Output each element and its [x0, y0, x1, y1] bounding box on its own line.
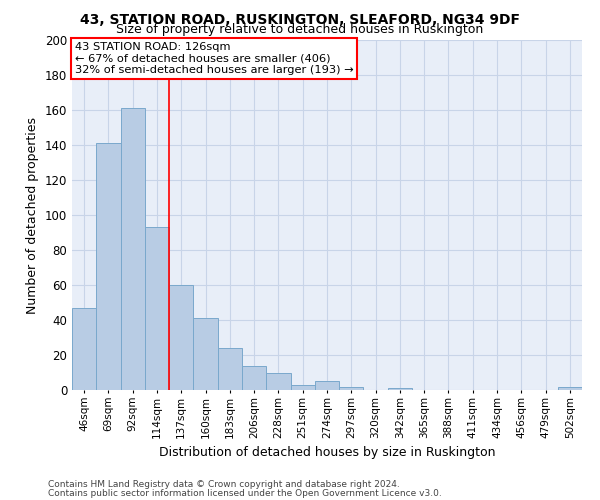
Bar — [145, 227, 169, 390]
Text: 43 STATION ROAD: 126sqm
← 67% of detached houses are smaller (406)
32% of semi-d: 43 STATION ROAD: 126sqm ← 67% of detache… — [74, 42, 353, 75]
Bar — [242, 366, 266, 390]
Bar — [218, 348, 242, 390]
Text: Size of property relative to detached houses in Ruskington: Size of property relative to detached ho… — [116, 22, 484, 36]
Bar — [121, 108, 145, 390]
Bar — [388, 388, 412, 390]
Bar — [315, 381, 339, 390]
Bar — [558, 386, 582, 390]
Y-axis label: Number of detached properties: Number of detached properties — [26, 116, 39, 314]
Text: Contains HM Land Registry data © Crown copyright and database right 2024.: Contains HM Land Registry data © Crown c… — [48, 480, 400, 489]
Bar — [169, 285, 193, 390]
Bar — [96, 143, 121, 390]
Bar — [339, 386, 364, 390]
Bar — [72, 308, 96, 390]
Bar — [266, 372, 290, 390]
X-axis label: Distribution of detached houses by size in Ruskington: Distribution of detached houses by size … — [159, 446, 495, 459]
Bar — [193, 318, 218, 390]
Text: Contains public sector information licensed under the Open Government Licence v3: Contains public sector information licen… — [48, 489, 442, 498]
Text: 43, STATION ROAD, RUSKINGTON, SLEAFORD, NG34 9DF: 43, STATION ROAD, RUSKINGTON, SLEAFORD, … — [80, 12, 520, 26]
Bar — [290, 385, 315, 390]
